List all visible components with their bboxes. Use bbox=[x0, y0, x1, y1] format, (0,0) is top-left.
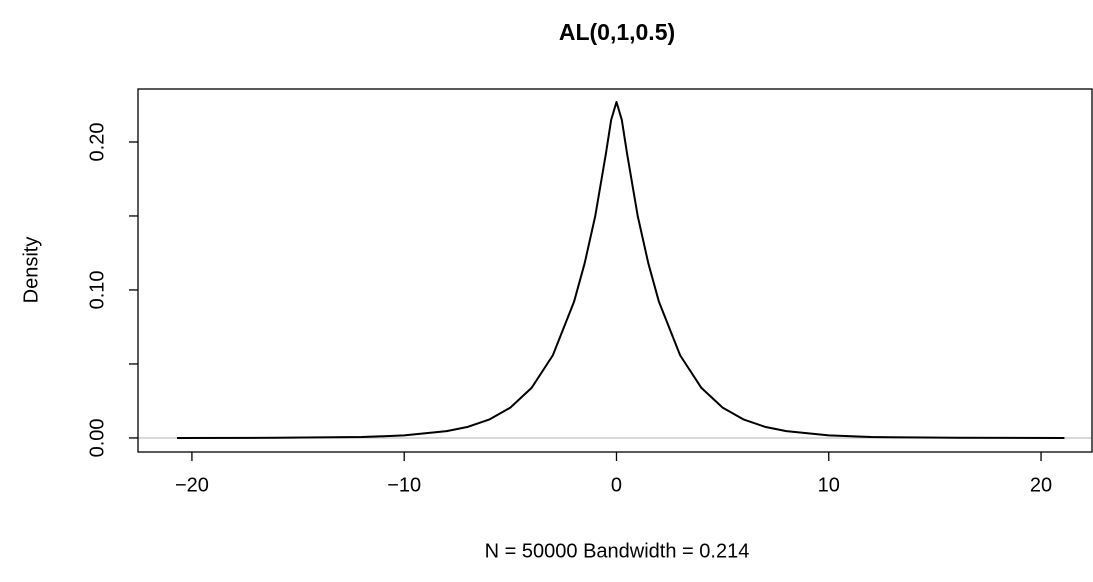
y-axis-label: Density bbox=[20, 237, 42, 304]
x-tick-label: 20 bbox=[1030, 474, 1052, 496]
x-axis-label: N = 50000 Bandwidth = 0.214 bbox=[485, 540, 750, 562]
x-tick-label: −10 bbox=[387, 474, 421, 496]
plot-box bbox=[137, 88, 1093, 453]
y-tick-label: 0.20 bbox=[86, 123, 108, 162]
x-tick-label: 10 bbox=[818, 474, 840, 496]
x-tick-label: 0 bbox=[611, 474, 622, 496]
x-tick-label: −20 bbox=[175, 474, 209, 496]
density-line bbox=[177, 101, 1065, 439]
chart-title: AL(0,1,0.5) bbox=[559, 19, 675, 45]
y-tick-label: 0.10 bbox=[86, 270, 108, 309]
y-tick-label: 0.00 bbox=[86, 418, 108, 457]
